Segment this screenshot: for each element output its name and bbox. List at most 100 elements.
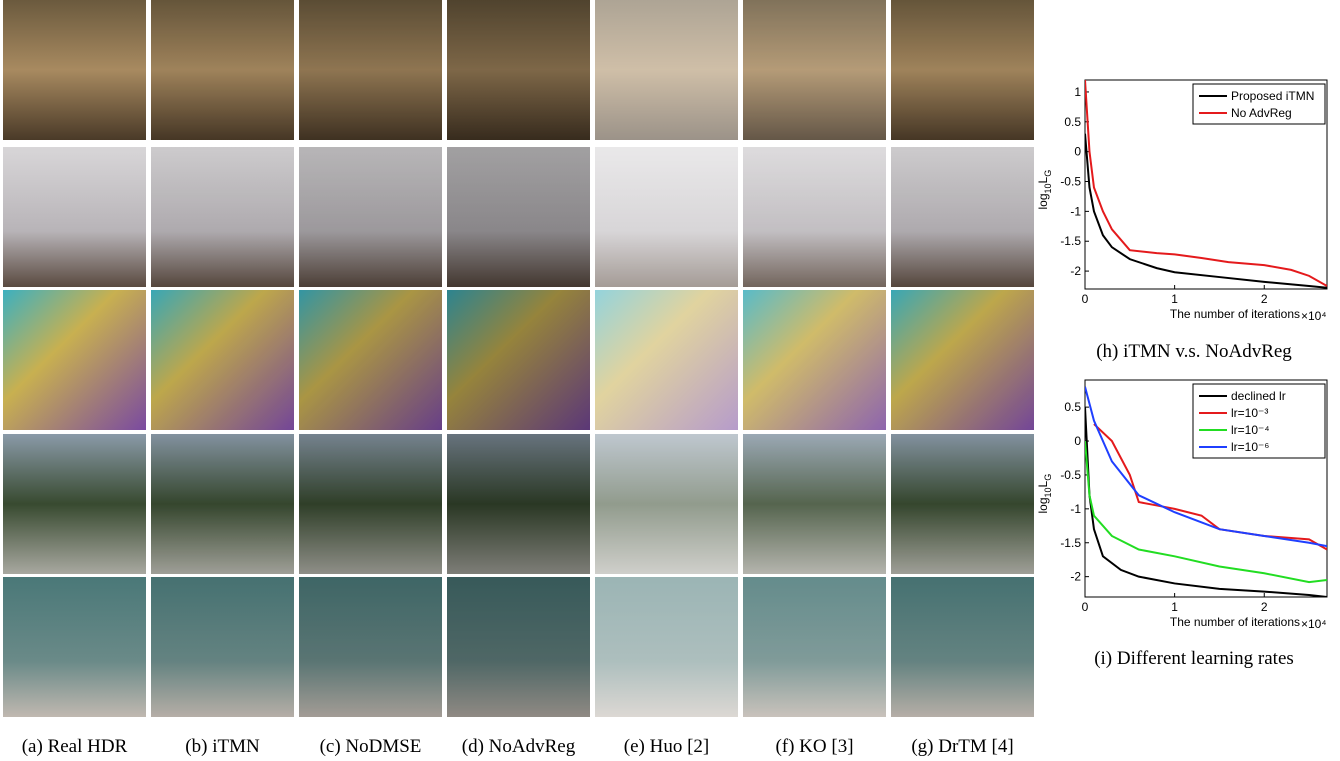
photo-tone: [595, 290, 738, 430]
y-tick-label: -2: [1070, 264, 1081, 278]
y-tick-label: -1: [1070, 502, 1081, 516]
x-tick-label: 1: [1171, 292, 1178, 306]
photo-tone: [151, 577, 294, 717]
photo: [3, 147, 146, 287]
photo-tone: [447, 290, 590, 430]
y-tick-label: -2: [1070, 570, 1081, 584]
photo-tone: [595, 147, 738, 287]
photo: [743, 290, 886, 430]
x-axis-scale: ×10⁴: [1301, 309, 1327, 323]
photo-tone: [891, 147, 1034, 287]
photo: [595, 147, 738, 287]
captions: (a) Real HDR (b) iTMN (c) NoDMSE (d) NoAdvR…: [22, 736, 1014, 757]
photo-tone: [595, 0, 738, 140]
photo: [447, 147, 590, 287]
photo: [447, 577, 590, 717]
photo: [3, 290, 146, 430]
photo: [3, 434, 146, 574]
photo: [595, 434, 738, 574]
x-tick-label: 0: [1082, 292, 1089, 306]
photo-tone: [447, 0, 590, 140]
photo-tone: [743, 290, 886, 430]
legend-label: lr=10⁻³: [1231, 406, 1268, 420]
y-label-part: G: [1043, 474, 1053, 481]
photo: [447, 434, 590, 574]
photo-tone: [447, 577, 590, 717]
y-label-part: log: [1036, 497, 1050, 513]
photo-tone: [891, 0, 1034, 140]
photo: [595, 0, 738, 140]
x-axis-scale: ×10⁴: [1301, 617, 1327, 631]
photo: [151, 147, 294, 287]
photo: [151, 577, 294, 717]
photo: [299, 434, 442, 574]
caption: (a) Real HDR: [22, 736, 128, 757]
photo-tone: [151, 290, 294, 430]
photo: [891, 290, 1034, 430]
photo: [891, 0, 1034, 140]
x-tick-label: 2: [1261, 292, 1268, 306]
series-line: [1085, 440, 1327, 584]
plot-frame: [1084, 379, 1328, 598]
y-tick-label: 1: [1074, 85, 1081, 99]
x-tick-label: 1: [1171, 600, 1178, 614]
caption: (d) NoAdvReg: [462, 736, 576, 757]
series-line: [1093, 423, 1327, 551]
legend-label: declined lr: [1231, 389, 1286, 403]
y-tick-label: 0.5: [1064, 400, 1081, 414]
photo-tone: [151, 434, 294, 574]
y-tick-label: -0.5: [1060, 468, 1081, 482]
y-tick-label: 0: [1074, 145, 1081, 159]
chart-caption: (i) Different learning rates: [1094, 648, 1294, 669]
y-tick-label: 0.5: [1064, 115, 1081, 129]
y-tick-label: -0.5: [1060, 175, 1081, 189]
photo-tone: [743, 147, 886, 287]
photo-tone: [743, 434, 886, 574]
photo-tone: [299, 290, 442, 430]
y-label-part: L: [1036, 480, 1050, 487]
photo: [743, 577, 886, 717]
photo: [151, 0, 294, 140]
y-tick-label: -1: [1070, 204, 1081, 218]
series-line: [1085, 386, 1327, 548]
photo: [447, 290, 590, 430]
chart-caption: (h) iTMN v.s. NoAdvReg: [1096, 341, 1292, 362]
plot-frame: [1084, 79, 1328, 290]
legend-label: Proposed iTMN: [1231, 89, 1314, 103]
photo: [743, 147, 886, 287]
x-tick-label: 2: [1261, 600, 1268, 614]
photo-tone: [299, 577, 442, 717]
image-grid: [3, 0, 1034, 717]
photo-tone: [743, 0, 886, 140]
caption: (e) Huo [2]: [624, 736, 709, 757]
photo-tone: [299, 434, 442, 574]
photo: [743, 0, 886, 140]
photo: [299, 577, 442, 717]
photo: [595, 290, 738, 430]
legend-label: lr=10⁻⁴: [1231, 423, 1270, 437]
photo-tone: [299, 0, 442, 140]
photo: [3, 577, 146, 717]
series-line: [1085, 133, 1327, 289]
legend-box: [1192, 83, 1326, 125]
photo: [151, 290, 294, 430]
photo-tone: [743, 577, 886, 717]
y-label-part: L: [1036, 176, 1050, 183]
x-axis-label: The number of iterations: [1170, 615, 1300, 629]
photo-tone: [891, 434, 1034, 574]
y-tick-label: -1.5: [1060, 536, 1081, 550]
photo: [151, 434, 294, 574]
photo-tone: [447, 434, 590, 574]
photo-tone: [891, 290, 1034, 430]
y-label-part: log: [1036, 193, 1050, 209]
caption: (c) NoDMSE: [320, 736, 422, 757]
photo-tone: [299, 147, 442, 287]
y-axis-label: log10LG: [1036, 474, 1053, 514]
y-tick-label: -1.5: [1060, 234, 1081, 248]
y-axis-label: log10LG: [1036, 170, 1053, 210]
photo: [891, 577, 1034, 717]
